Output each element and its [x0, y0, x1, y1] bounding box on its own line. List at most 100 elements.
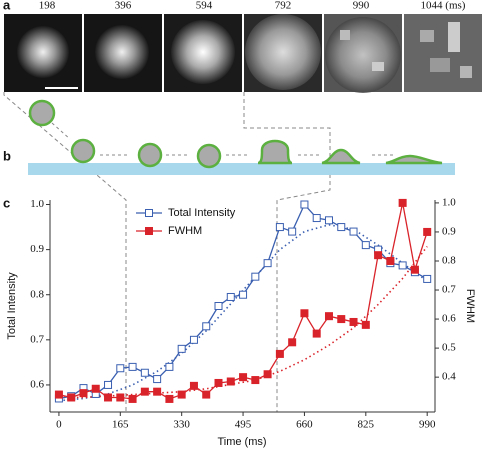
marker	[189, 381, 198, 390]
x-tick-label: 825	[358, 419, 375, 431]
y2-tick-label: 1.0	[442, 196, 456, 208]
marker	[177, 344, 186, 353]
x-tick-label: 330	[173, 419, 190, 431]
marker	[300, 200, 309, 209]
marker	[337, 315, 346, 324]
time-label: 990	[353, 0, 370, 12]
fusing-vesicle	[257, 139, 293, 165]
marker	[128, 362, 137, 371]
plot: c Time (ms) Total Intensity FWHM	[3, 195, 476, 447]
vesicle	[137, 142, 163, 168]
guide-line	[3, 92, 127, 412]
vesicle	[196, 143, 222, 169]
marker	[214, 378, 223, 387]
guide-line	[243, 92, 331, 412]
arrow	[51, 122, 71, 140]
spot	[325, 17, 401, 93]
micrograph-row	[4, 14, 482, 93]
marker	[165, 394, 174, 403]
speckle	[460, 66, 472, 78]
arrows	[51, 122, 396, 156]
marker	[116, 364, 125, 373]
y-tick-label: 0.8	[30, 288, 44, 300]
x-tick-label: 0	[56, 419, 62, 431]
marker	[361, 241, 370, 250]
panel-label: a	[3, 0, 11, 12]
speckle	[372, 62, 384, 71]
time-label: 396	[115, 0, 132, 12]
marker	[202, 322, 211, 331]
marker	[128, 394, 137, 403]
y2-tick-label: 0.8	[442, 255, 456, 267]
x-tick-label: 495	[235, 419, 252, 431]
marker	[251, 272, 260, 281]
x-tick-label: 990	[419, 419, 436, 431]
marker	[423, 227, 432, 236]
marker	[349, 227, 358, 236]
marker	[239, 290, 248, 299]
marker	[104, 380, 113, 389]
fusing-vesicle	[385, 154, 443, 165]
membrane	[28, 163, 455, 175]
legend-marker	[145, 209, 153, 217]
marker	[226, 377, 235, 386]
marker	[263, 259, 272, 268]
marker	[386, 256, 395, 265]
marker	[288, 338, 297, 347]
y-tick-label: 1.0	[30, 198, 44, 210]
x-tick-label: 165	[112, 419, 129, 431]
fit-curve	[58, 245, 428, 399]
marker	[275, 349, 284, 358]
marker	[189, 335, 198, 344]
x-tick-label: 660	[296, 419, 313, 431]
y2-tick-label: 0.4	[442, 371, 456, 383]
spot	[95, 25, 149, 79]
marker	[300, 309, 309, 318]
marker	[251, 376, 260, 385]
marker	[79, 389, 88, 398]
marker	[67, 393, 76, 402]
marker	[337, 223, 346, 232]
marker	[349, 317, 358, 326]
marker	[153, 375, 162, 384]
x-axis-label: Time (ms)	[217, 436, 266, 448]
speckle	[448, 22, 460, 52]
marker	[374, 251, 383, 260]
speckle	[420, 30, 434, 42]
y-tick-label: 0.9	[30, 243, 44, 255]
speckle	[340, 30, 350, 40]
panel-label: c	[3, 195, 10, 210]
marker	[140, 368, 149, 377]
vesicles	[28, 99, 443, 169]
marker	[140, 387, 149, 396]
y2-tick-label: 0.6	[442, 313, 456, 325]
y2-tick-label: 0.7	[442, 284, 456, 296]
marker	[214, 302, 223, 310]
time-label: 1044 (ms)	[421, 0, 466, 12]
vesicle	[28, 99, 56, 127]
marker	[398, 261, 407, 270]
series-line	[58, 202, 428, 400]
marker	[275, 223, 284, 232]
time-label: 198	[39, 0, 56, 12]
marker	[165, 362, 174, 371]
y2-tick-label: 0.5	[442, 342, 456, 354]
marker	[263, 370, 272, 379]
y-tick-label: 0.7	[30, 333, 44, 345]
spot	[17, 26, 69, 78]
marker	[202, 390, 211, 399]
marker	[324, 216, 333, 225]
legend-label: Total Intensity	[168, 207, 236, 219]
panel-label: b	[3, 148, 11, 163]
fusing-vesicle	[321, 148, 361, 165]
marker	[423, 274, 432, 283]
speckle	[430, 58, 450, 72]
marker	[91, 384, 100, 393]
legend-marker	[145, 227, 153, 235]
marker	[312, 214, 321, 223]
y2-tick-label: 0.9	[442, 225, 456, 237]
micrograph	[404, 14, 482, 92]
marker	[361, 320, 370, 329]
